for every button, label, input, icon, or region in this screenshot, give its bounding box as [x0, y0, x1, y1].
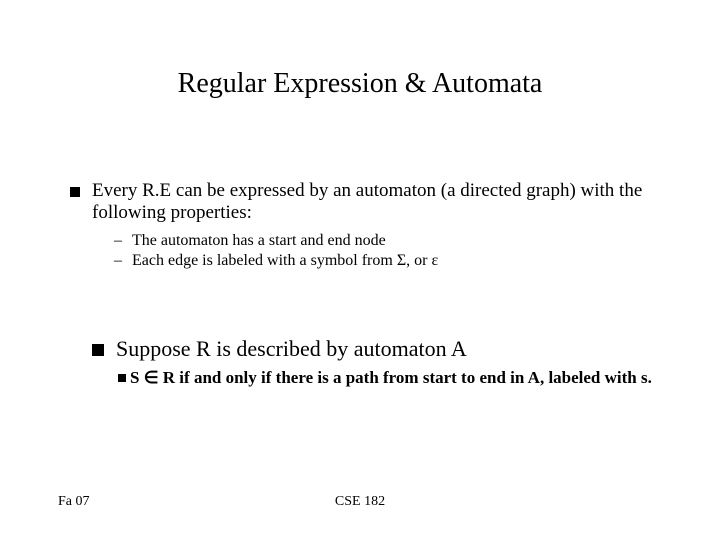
element-of-symbol: ∈ — [144, 368, 159, 387]
content-block-2: Suppose R is described by automaton A S … — [92, 336, 660, 388]
bullet-text: Suppose R is described by automaton A — [116, 336, 467, 362]
text-segment: R if and only if there is a path from st… — [159, 368, 652, 387]
bullet-level1: Suppose R is described by automaton A — [92, 336, 660, 362]
bullet-level2: – Each edge is labeled with a symbol fro… — [114, 251, 660, 271]
footer-center: CSE 182 — [0, 494, 720, 510]
sub-bullet-text: Each edge is labeled with a symbol from … — [132, 251, 438, 271]
bullet-level1: Every R.E can be expressed by an automat… — [70, 180, 660, 225]
bullet-level2: S ∈ R if and only if there is a path fro… — [118, 368, 660, 388]
sublist: S ∈ R if and only if there is a path fro… — [118, 368, 660, 388]
content-block-1: Every R.E can be expressed by an automat… — [70, 180, 660, 271]
dash-bullet-icon: – — [114, 231, 128, 251]
text-segment: Each edge is labeled with a symbol from — [132, 252, 397, 269]
slide: Regular Expression & Automata Every R.E … — [0, 0, 720, 540]
bullet-text: Every R.E can be expressed by an automat… — [92, 180, 660, 225]
text-segment: , or — [406, 252, 431, 269]
square-bullet-icon — [70, 187, 80, 197]
square-bullet-icon — [92, 344, 104, 356]
square-bullet-icon — [118, 374, 126, 382]
sub-bullet-text: The automaton has a start and end node — [132, 231, 386, 251]
dash-bullet-icon: – — [114, 251, 128, 271]
text-segment: S — [130, 368, 144, 387]
sublist: – The automaton has a start and end node… — [114, 231, 660, 271]
bullet-level2: – The automaton has a start and end node — [114, 231, 660, 251]
epsilon-symbol: ε — [431, 252, 438, 269]
sigma-symbol: Σ — [397, 252, 406, 269]
sub-bullet-text: S ∈ R if and only if there is a path fro… — [130, 368, 652, 388]
slide-title: Regular Expression & Automata — [0, 68, 720, 100]
